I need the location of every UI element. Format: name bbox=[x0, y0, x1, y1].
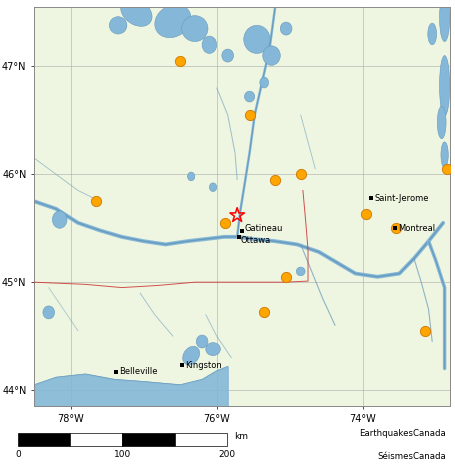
Point bbox=[283, 273, 290, 281]
Ellipse shape bbox=[244, 91, 255, 102]
Ellipse shape bbox=[260, 77, 268, 88]
Ellipse shape bbox=[196, 335, 208, 348]
Point bbox=[272, 176, 279, 184]
Point bbox=[92, 198, 100, 205]
Ellipse shape bbox=[437, 106, 446, 139]
Ellipse shape bbox=[441, 142, 448, 168]
Ellipse shape bbox=[222, 49, 233, 62]
Ellipse shape bbox=[244, 25, 270, 53]
Point bbox=[246, 111, 253, 119]
Text: Gatineau: Gatineau bbox=[244, 224, 283, 233]
Ellipse shape bbox=[280, 22, 292, 35]
Point bbox=[233, 212, 241, 219]
Text: 100: 100 bbox=[114, 450, 131, 459]
Ellipse shape bbox=[155, 4, 191, 38]
Ellipse shape bbox=[182, 15, 208, 42]
Point bbox=[363, 211, 370, 218]
Ellipse shape bbox=[43, 306, 55, 319]
Ellipse shape bbox=[121, 0, 152, 26]
Text: Ottawa: Ottawa bbox=[241, 235, 271, 245]
Bar bbox=[18, 433, 71, 446]
Text: Saint-Jerome: Saint-Jerome bbox=[374, 193, 429, 203]
Bar bbox=[71, 433, 122, 446]
Text: EarthquakesCanada: EarthquakesCanada bbox=[359, 429, 446, 438]
Ellipse shape bbox=[187, 172, 195, 181]
Point bbox=[261, 309, 268, 316]
Text: SéismesCanada: SéismesCanada bbox=[377, 452, 446, 461]
Point bbox=[421, 327, 429, 334]
Ellipse shape bbox=[263, 46, 280, 65]
Point bbox=[443, 165, 450, 173]
Text: km: km bbox=[234, 432, 248, 440]
Point bbox=[297, 170, 304, 178]
Text: Belleville: Belleville bbox=[120, 367, 158, 376]
Ellipse shape bbox=[109, 17, 127, 34]
Bar bbox=[175, 433, 227, 446]
Text: 200: 200 bbox=[218, 450, 235, 459]
Text: Kingston: Kingston bbox=[185, 361, 222, 370]
Ellipse shape bbox=[209, 183, 217, 191]
Bar bbox=[122, 433, 175, 446]
Ellipse shape bbox=[440, 56, 450, 116]
Ellipse shape bbox=[52, 211, 67, 228]
Ellipse shape bbox=[206, 343, 220, 355]
Point bbox=[392, 225, 399, 232]
Ellipse shape bbox=[440, 0, 450, 42]
Ellipse shape bbox=[183, 347, 200, 365]
Ellipse shape bbox=[296, 267, 305, 276]
Point bbox=[222, 219, 229, 226]
Text: 0: 0 bbox=[15, 450, 21, 459]
Text: Montreal: Montreal bbox=[399, 224, 436, 233]
Ellipse shape bbox=[428, 23, 436, 45]
Ellipse shape bbox=[202, 36, 217, 53]
Point bbox=[177, 57, 184, 65]
